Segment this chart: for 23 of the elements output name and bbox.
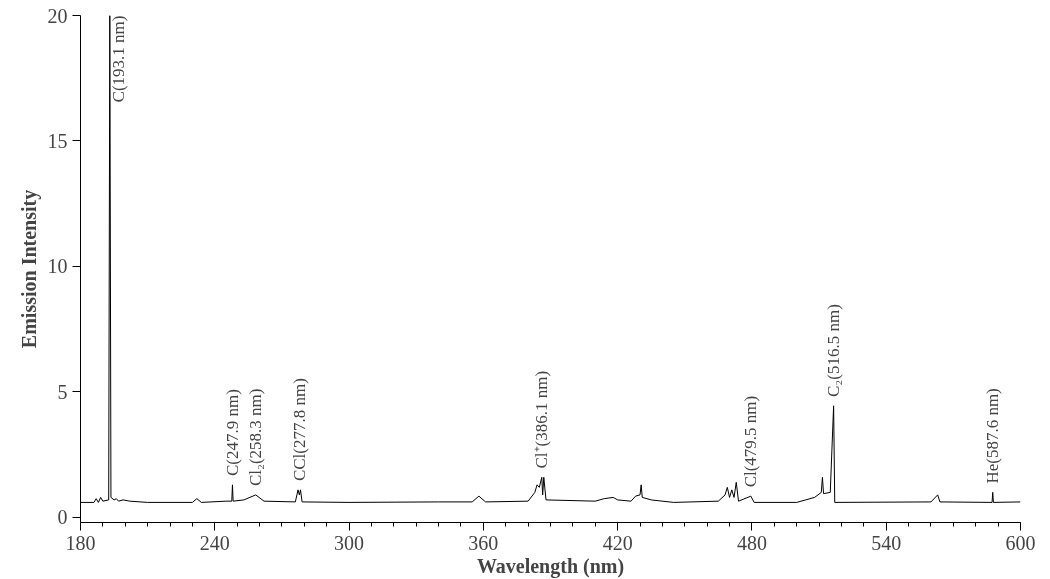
y-tick-label: 20 xyxy=(47,4,68,27)
x-tick-label: 300 xyxy=(334,531,365,554)
annotation: Cl₂(258.3 nm) xyxy=(246,388,266,487)
x-tick-label: 420 xyxy=(602,531,633,554)
y-axis-title: Emission Intensity xyxy=(17,189,41,349)
x-tick-label: 540 xyxy=(871,531,902,554)
y-tick-label: 15 xyxy=(47,130,68,152)
annotation: Cl(479.5 nm) xyxy=(741,395,761,488)
x-tick-label: 600 xyxy=(1005,531,1036,554)
annotation: He(587.6 nm) xyxy=(983,388,1003,484)
annotation: C(247.9 nm) xyxy=(222,389,242,477)
x-axis-title: Wavelength (nm) xyxy=(476,554,625,578)
annotation: CCl(277.8 nm) xyxy=(289,378,309,482)
y-tick-label: 10 xyxy=(47,255,68,278)
x-tick-label: 180 xyxy=(65,531,96,554)
y-tick-label: 5 xyxy=(57,380,68,403)
annotation: C(193.1 nm) xyxy=(109,15,129,103)
x-tick-label: 240 xyxy=(199,531,230,554)
x-tick-label: 480 xyxy=(736,531,767,554)
annotation: C₂(516.5 nm) xyxy=(824,304,844,397)
x-tick-label: 360 xyxy=(468,531,499,554)
y-tick-label: 0 xyxy=(57,506,68,529)
annotation: Cl⁺(386.1 nm) xyxy=(532,370,552,469)
